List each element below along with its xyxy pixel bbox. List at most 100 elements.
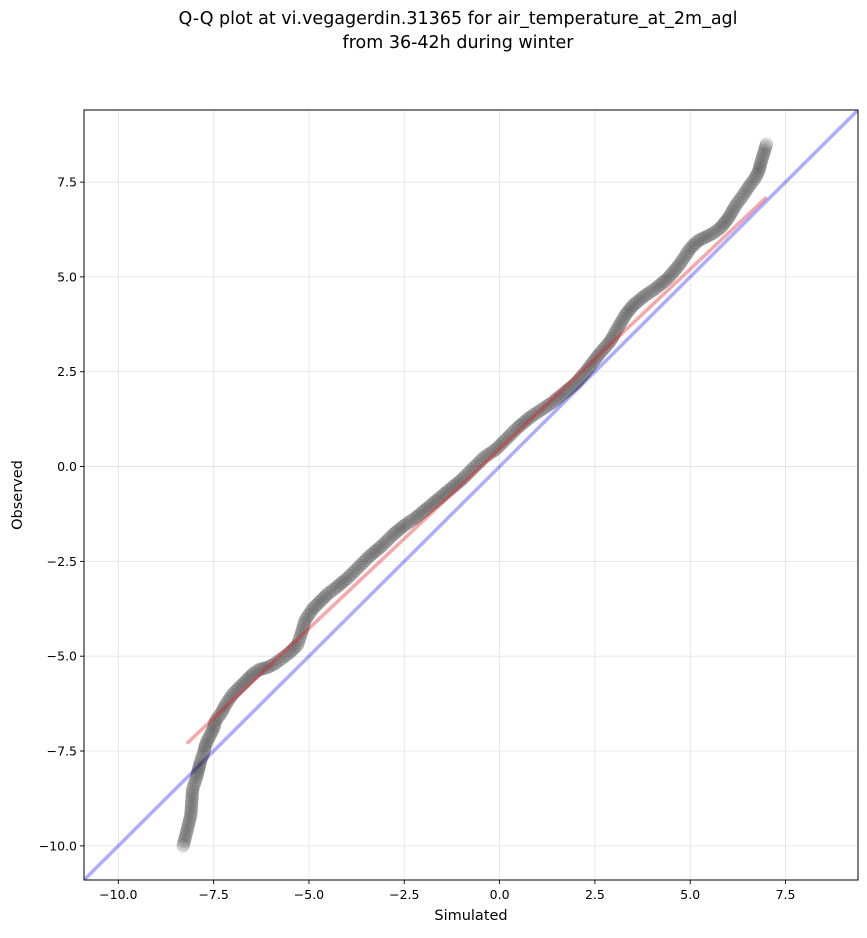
quantile-point [503, 428, 518, 442]
quantile-point [700, 229, 715, 243]
quantile-point [749, 169, 763, 184]
quantile-point [422, 500, 436, 514]
quantile-point [287, 641, 302, 655]
quantile-point [583, 359, 597, 374]
quantile-point [751, 165, 765, 180]
quantile-point [206, 721, 221, 735]
quantile-point [559, 384, 573, 398]
quantile-point [202, 731, 216, 745]
quantile-point [205, 725, 219, 739]
quantile-point [297, 617, 311, 632]
quantile-point [657, 274, 671, 289]
quantile-point [691, 234, 705, 248]
quantile-point [584, 358, 598, 372]
quantile-point [189, 773, 203, 787]
quantile-point [696, 231, 711, 245]
x-axis-label: Simulated [434, 908, 507, 924]
quantile-point [366, 546, 380, 560]
quantile-point [333, 577, 348, 591]
quantile-point [217, 700, 231, 715]
quantile-point [441, 483, 456, 498]
quantile-point [720, 212, 734, 227]
quantile-point [622, 303, 636, 317]
quantile-point [467, 460, 482, 474]
chart-title-line-1: Q-Q plot at vi.vegagerdin.31365 for air_… [178, 9, 737, 29]
quantile-point [323, 585, 337, 599]
quantile-point [294, 626, 309, 641]
quantile-point [723, 207, 738, 222]
quantile-point [666, 265, 680, 279]
quantile-point [193, 755, 207, 770]
quantile-point [192, 761, 206, 775]
quantile-point [759, 139, 773, 153]
quantile-point [182, 815, 196, 829]
quantile-point [185, 782, 200, 796]
quantile-point [618, 308, 633, 322]
quantile-point [214, 706, 228, 720]
quantile-point [208, 713, 223, 728]
quantile-point [325, 584, 339, 598]
quantile-point [627, 297, 642, 311]
plot-frame [83, 109, 859, 881]
quantile-point [313, 594, 328, 608]
quantile-point [207, 719, 221, 734]
quantile-point [235, 678, 249, 692]
quantile-point [759, 137, 774, 151]
quantile-point [724, 205, 739, 220]
quantile-point [469, 458, 483, 472]
quantile-point [755, 152, 769, 166]
quantile-point [219, 696, 234, 711]
quantile-point [573, 371, 587, 385]
quantile-point [688, 237, 702, 251]
quantile-point [386, 528, 400, 542]
quantile-point [440, 485, 454, 499]
quantile-point [238, 675, 252, 689]
quantile-point [387, 526, 402, 541]
quantile-point [368, 544, 382, 559]
quantile-point [242, 670, 257, 685]
quantile-point [732, 194, 746, 208]
quantile-point [603, 334, 617, 349]
quantile-point [283, 645, 297, 660]
quantile-point [752, 163, 766, 178]
quantile-point [631, 294, 645, 308]
quantile-point [180, 823, 194, 838]
quantile-point [752, 162, 767, 176]
quantile-point [345, 566, 359, 581]
quantile-point [456, 471, 470, 485]
quantile-point [233, 679, 248, 694]
quantile-point [359, 552, 374, 566]
quantile-point [290, 638, 305, 652]
quantile-point [391, 524, 405, 538]
quantile-point [495, 436, 510, 450]
quantile-point [643, 285, 657, 299]
quantile-point [589, 351, 603, 365]
quantile-point [592, 347, 606, 362]
quantile-point [443, 482, 457, 497]
quantile-point [180, 821, 195, 836]
quantile-point [520, 413, 534, 427]
quantile-point [626, 298, 640, 313]
quantile-point [337, 574, 351, 588]
quantile-point [682, 243, 696, 258]
quantile-point [650, 280, 665, 294]
quantile-point [577, 366, 592, 380]
quantile-point [704, 227, 718, 241]
reference-line [84, 110, 858, 880]
quantile-point [208, 715, 222, 730]
quantile-point [502, 429, 516, 444]
quantile-point [431, 492, 446, 506]
quantile-point [229, 684, 243, 698]
quantile-point [371, 542, 385, 556]
quantile-point [564, 380, 578, 394]
y-tick-label: −2.5 [47, 554, 77, 569]
quantile-point [184, 797, 199, 812]
quantile-point [652, 278, 666, 293]
y-tick-label: 5.0 [57, 269, 77, 284]
quantile-point [549, 392, 563, 407]
quantile-point [647, 282, 661, 297]
quantile-point [184, 806, 198, 821]
quantile-point [663, 268, 677, 283]
quantile-point [518, 414, 532, 429]
quantile-point [493, 437, 508, 452]
